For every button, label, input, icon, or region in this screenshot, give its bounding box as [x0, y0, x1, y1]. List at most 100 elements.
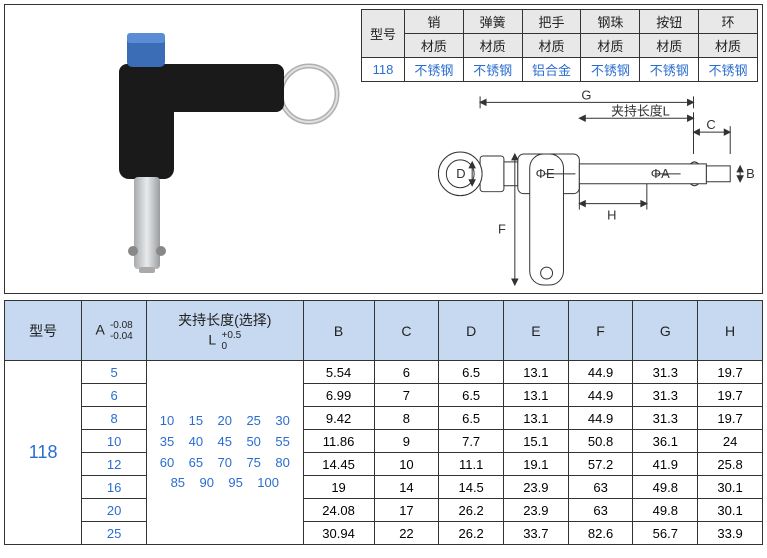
hdr-C: C	[374, 301, 439, 361]
hdr-L-sym: L	[208, 331, 215, 347]
spec-D: 6.5	[439, 407, 504, 430]
spec-D: 6.5	[439, 384, 504, 407]
spec-B: 30.94	[303, 522, 374, 545]
spec-E: 13.1	[504, 384, 569, 407]
right-column: 型号 销 弹簧 把手 钢珠 按钮 环 材质 材质 材质 材质 材质 材质 118…	[361, 9, 758, 289]
spec-F: 44.9	[568, 384, 633, 407]
spec-H: 33.9	[698, 522, 763, 545]
hdr-A-tol-bot: -0.04	[110, 331, 133, 342]
spec-E: 13.1	[504, 407, 569, 430]
spec-C: 17	[374, 499, 439, 522]
mat-model: 118	[362, 58, 405, 82]
product-photo	[9, 9, 357, 289]
spec-D: 7.7	[439, 430, 504, 453]
diagram-svg: G 夹持长度L C B D ΦE ΦA F H	[361, 82, 758, 295]
spec-A: 6	[82, 384, 147, 407]
spec-A: 20	[82, 499, 147, 522]
hdr-A-tol-top: -0.08	[110, 320, 133, 331]
spec-E: 33.7	[504, 522, 569, 545]
dimension-diagram: G 夹持长度L C B D ΦE ΦA F H	[361, 82, 758, 295]
spec-A: 25	[82, 522, 147, 545]
spec-B: 9.42	[303, 407, 374, 430]
dim-H: H	[607, 207, 616, 222]
mat-sub-2: 材质	[522, 34, 581, 58]
spec-E: 15.1	[504, 430, 569, 453]
mat-col-1: 弹簧	[463, 10, 522, 34]
spec-H: 30.1	[698, 476, 763, 499]
mat-sub-4: 材质	[640, 34, 699, 58]
spec-F: 63	[568, 476, 633, 499]
spec-G: 31.3	[633, 384, 698, 407]
mat-val-3: 不锈钢	[581, 58, 640, 82]
spec-A: 8	[82, 407, 147, 430]
hdr-H: H	[698, 301, 763, 361]
spec-H: 24	[698, 430, 763, 453]
spec-A: 5	[82, 361, 147, 384]
mat-col-5: 环	[699, 10, 758, 34]
hdr-D: D	[439, 301, 504, 361]
spec-L-options: 10 15 20 25 3035 40 45 50 5560 65 70 75 …	[146, 361, 303, 545]
spec-C: 9	[374, 430, 439, 453]
spec-G: 31.3	[633, 407, 698, 430]
mat-val-0: 不锈钢	[404, 58, 463, 82]
spec-B: 19	[303, 476, 374, 499]
hdr-B: B	[303, 301, 374, 361]
spec-G: 49.8	[633, 476, 698, 499]
spec-G: 36.1	[633, 430, 698, 453]
mat-col-3: 钢珠	[581, 10, 640, 34]
mat-row-label: 型号	[362, 10, 405, 58]
spec-A: 12	[82, 453, 147, 476]
dim-C: C	[706, 117, 715, 132]
spec-A: 10	[82, 430, 147, 453]
spec-F: 44.9	[568, 361, 633, 384]
hdr-G: G	[633, 301, 698, 361]
spec-C: 14	[374, 476, 439, 499]
dim-B: B	[746, 166, 755, 181]
dim-G: G	[581, 87, 591, 102]
hdr-A: A -0.08-0.04	[82, 301, 147, 361]
spec-table: 型号 A -0.08-0.04 夹持长度(选择) L +0.50 B C D E…	[4, 300, 763, 545]
spec-D: 14.5	[439, 476, 504, 499]
material-table: 型号 销 弹簧 把手 钢珠 按钮 环 材质 材质 材质 材质 材质 材质 118…	[361, 9, 758, 82]
mat-val-1: 不锈钢	[463, 58, 522, 82]
mat-col-4: 按钮	[640, 10, 699, 34]
spec-D: 6.5	[439, 361, 504, 384]
spec-G: 41.9	[633, 453, 698, 476]
spec-H: 19.7	[698, 384, 763, 407]
spec-G: 31.3	[633, 361, 698, 384]
spec-C: 7	[374, 384, 439, 407]
spec-model: 118	[5, 361, 82, 545]
spec-F: 63	[568, 499, 633, 522]
hdr-L: 夹持长度(选择) L +0.50	[146, 301, 303, 361]
dim-F: F	[498, 221, 506, 236]
spec-H: 30.1	[698, 499, 763, 522]
spec-H: 19.7	[698, 407, 763, 430]
hdr-A-sym: A	[95, 321, 104, 337]
spec-A: 16	[82, 476, 147, 499]
spec-C: 22	[374, 522, 439, 545]
dim-D: D	[456, 166, 465, 181]
spec-B: 14.45	[303, 453, 374, 476]
spec-C: 8	[374, 407, 439, 430]
spec-E: 23.9	[504, 476, 569, 499]
spec-B: 6.99	[303, 384, 374, 407]
spec-D: 26.2	[439, 499, 504, 522]
spec-E: 19.1	[504, 453, 569, 476]
hdr-L-title: 夹持长度(选择)	[178, 312, 271, 328]
hdr-F: F	[568, 301, 633, 361]
spec-F: 44.9	[568, 407, 633, 430]
hdr-L-tol-bot: 0	[221, 341, 227, 352]
spec-F: 82.6	[568, 522, 633, 545]
spec-E: 23.9	[504, 499, 569, 522]
mat-sub-1: 材质	[463, 34, 522, 58]
mat-val-4: 不锈钢	[640, 58, 699, 82]
spec-F: 50.8	[568, 430, 633, 453]
spec-G: 49.8	[633, 499, 698, 522]
spec-H: 19.7	[698, 361, 763, 384]
mat-sub-0: 材质	[404, 34, 463, 58]
mat-val-2: 铝合金	[522, 58, 581, 82]
spec-B: 24.08	[303, 499, 374, 522]
hdr-L-tol-top: +0.5	[221, 330, 241, 341]
mat-sub-5: 材质	[699, 34, 758, 58]
product-illustration	[9, 9, 357, 289]
